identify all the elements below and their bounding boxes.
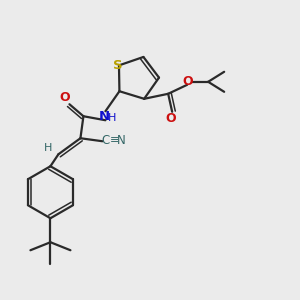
Text: N: N [117, 134, 126, 147]
Text: O: O [183, 75, 194, 88]
Text: N: N [99, 110, 110, 123]
Text: S: S [113, 59, 123, 72]
Text: H: H [108, 113, 117, 123]
Text: O: O [166, 112, 176, 125]
Text: O: O [59, 91, 70, 104]
Text: H: H [44, 143, 52, 153]
Text: ≡: ≡ [110, 135, 119, 145]
Text: C: C [101, 134, 110, 147]
